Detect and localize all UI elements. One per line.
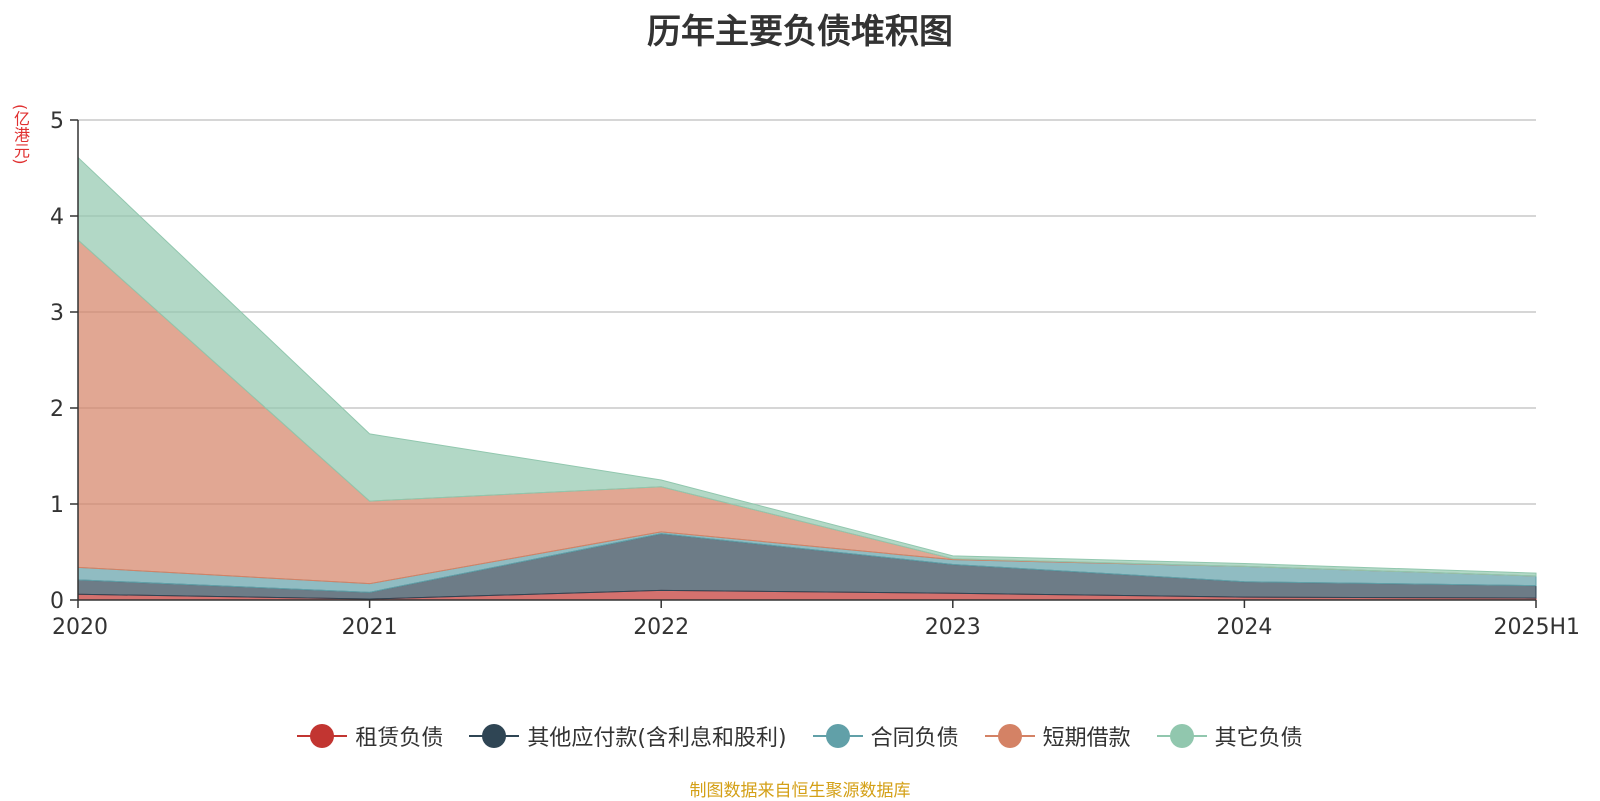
legend-label: 短期借款 xyxy=(1042,726,1131,751)
x-tick-label: 2022 xyxy=(633,615,689,640)
y-tick-label: 5 xyxy=(50,109,64,134)
y-axis-unit-label: (亿港元) xyxy=(11,104,30,165)
legend-item-lease-liabilities[interactable]: 租赁负债 xyxy=(297,720,443,752)
x-tick-label: 2020 xyxy=(52,615,108,640)
legend-label: 其他应付款(含利息和股利) xyxy=(527,726,787,751)
legend-marker-icon xyxy=(297,724,348,748)
area-series-5 xyxy=(77,156,1537,577)
x-tick-label: 2021 xyxy=(342,615,398,640)
legend-item-contract-liabilities[interactable]: 合同负债 xyxy=(812,720,959,752)
y-tick-label: 0 xyxy=(50,589,64,614)
legend-item-other-liabilities[interactable]: 其它负债 xyxy=(1156,720,1303,752)
chart-title: 历年主要负债堆积图 xyxy=(647,12,953,52)
legend-marker-icon xyxy=(1156,724,1207,748)
x-tick-label: 2024 xyxy=(1216,615,1272,640)
legend-label: 其它负债 xyxy=(1214,726,1303,751)
legend-marker-icon xyxy=(469,724,520,748)
y-tick-label: 4 xyxy=(50,205,64,230)
y-tick-label: 3 xyxy=(50,301,64,326)
legend-item-short-term-borrowings[interactable]: 短期借款 xyxy=(984,720,1131,752)
legend-label: 合同负债 xyxy=(870,726,959,751)
legend-item-other-payables[interactable]: 其他应付款(含利息和股利) xyxy=(469,720,787,752)
legend: 租赁负债 其他应付款(含利息和股利) 合同负债 短期借款 其它负债 xyxy=(0,720,1600,752)
legend-marker-icon xyxy=(984,724,1035,748)
x-tick-label: 2025H1 xyxy=(1493,615,1580,640)
data-source-note: 制图数据来自恒生聚源数据库 xyxy=(689,781,911,801)
legend-marker-icon xyxy=(812,724,863,748)
y-tick-label: 1 xyxy=(50,493,64,518)
legend-label: 租赁负债 xyxy=(355,726,444,751)
x-tick-label: 2023 xyxy=(925,615,981,640)
y-tick-label: 2 xyxy=(50,397,64,422)
